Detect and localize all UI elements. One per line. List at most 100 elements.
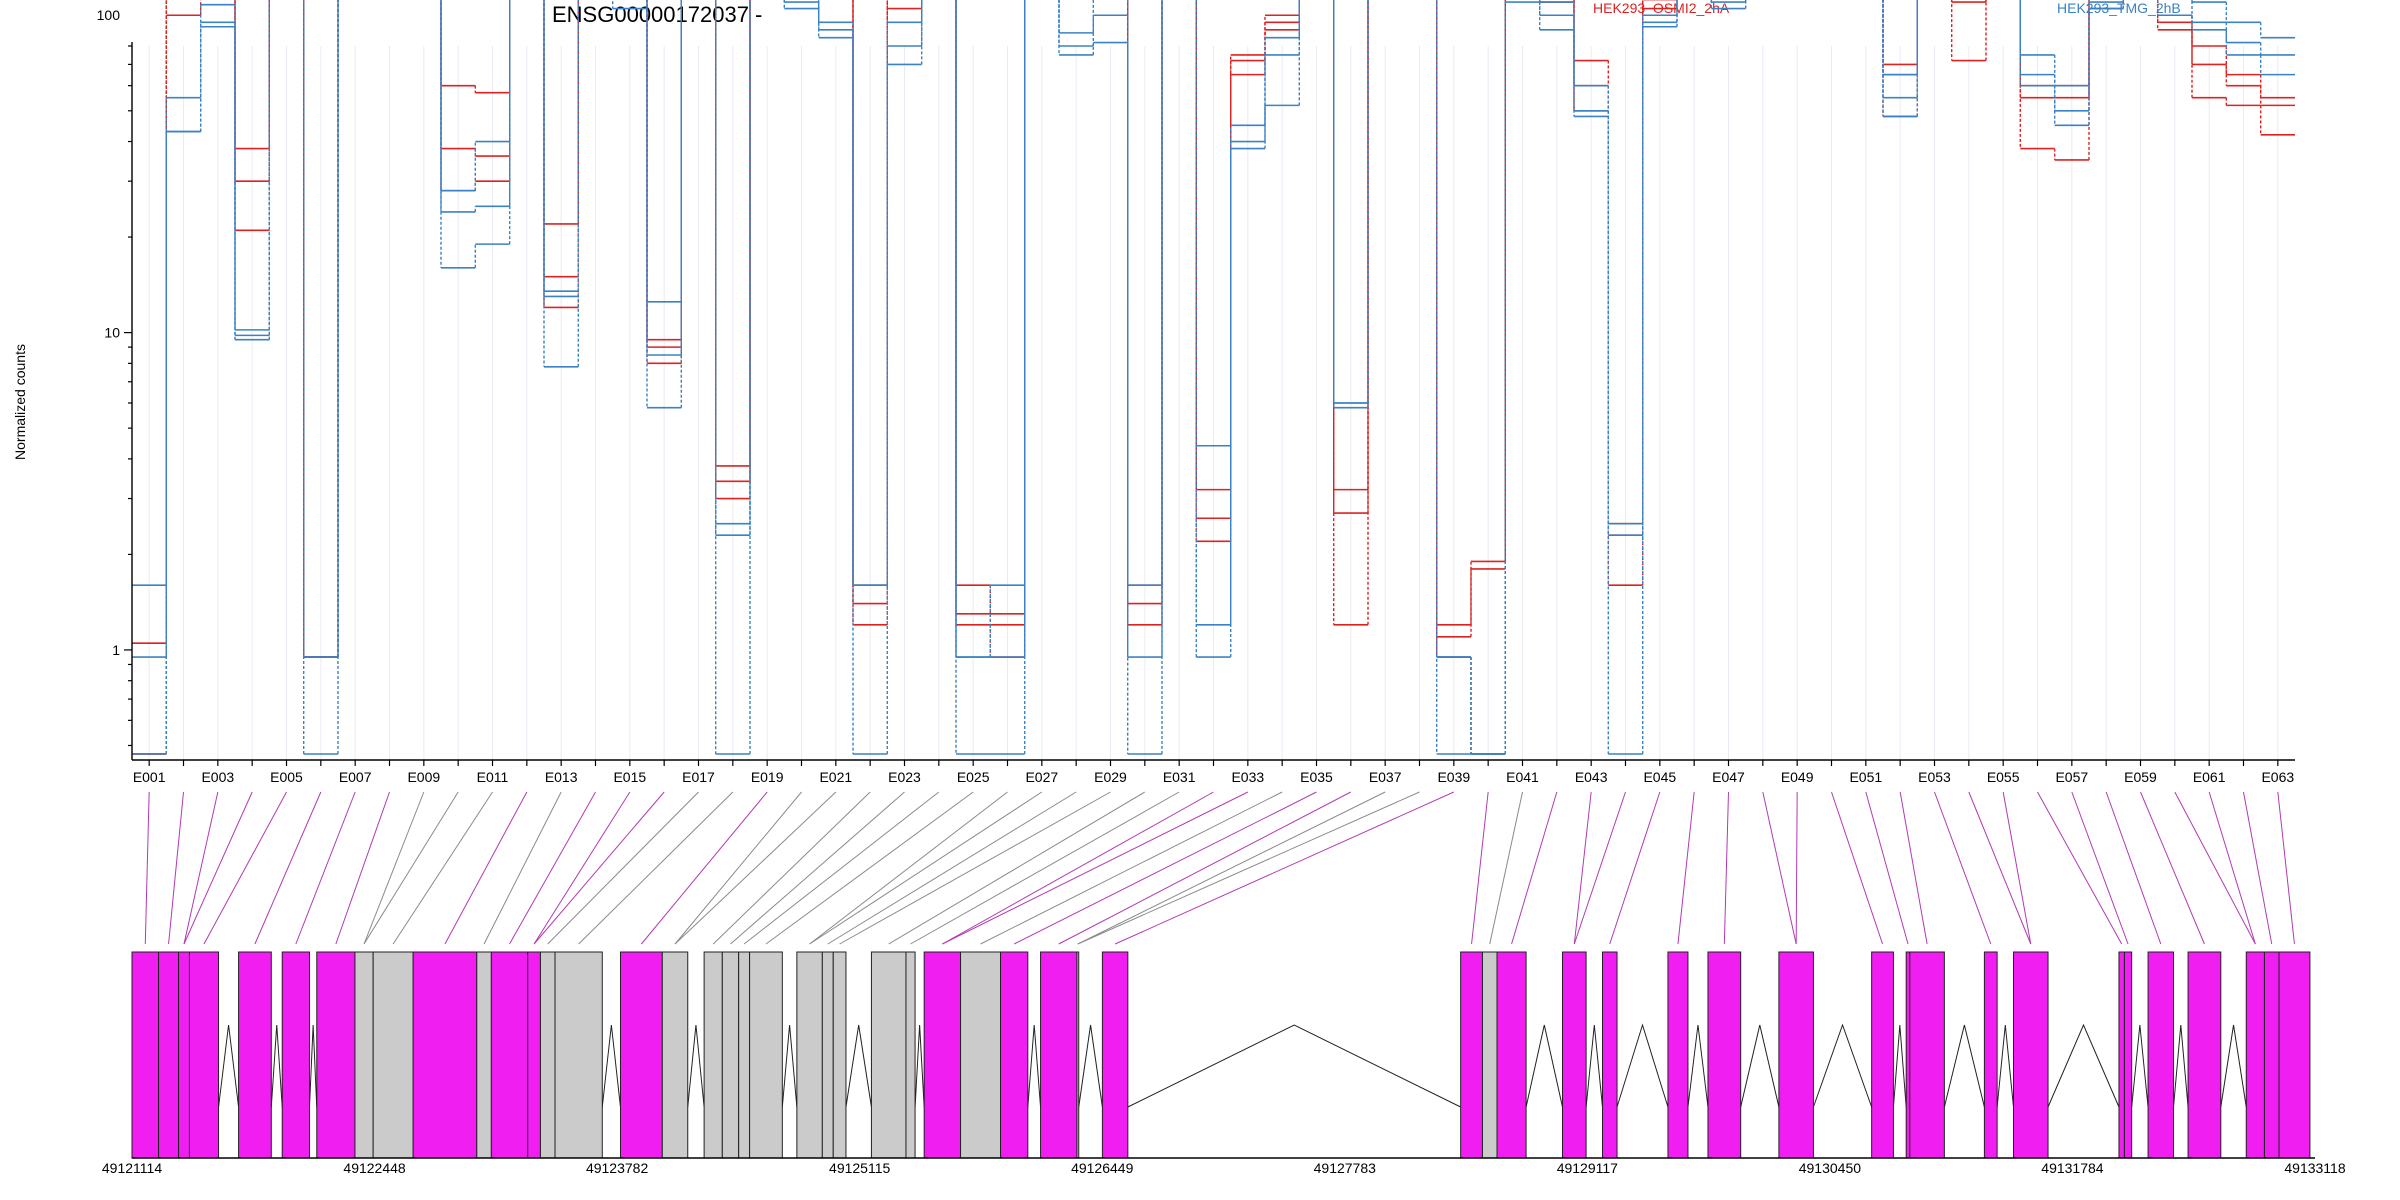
exon-connector bbox=[1573, 791, 1592, 945]
gene-exon-15 bbox=[554, 951, 603, 1159]
intron-line bbox=[687, 1024, 705, 1108]
exon-connector bbox=[2037, 791, 2123, 945]
exon-connector bbox=[1865, 791, 1909, 945]
exon-label-E057: E057 bbox=[2055, 769, 2088, 785]
exon-label-E007: E007 bbox=[339, 769, 372, 785]
chart-title: ENSG00000172037 - bbox=[552, 2, 762, 27]
intron-line bbox=[2173, 1024, 2189, 1108]
intron-line bbox=[1616, 1023, 1669, 1108]
intron-line bbox=[1996, 1024, 2014, 1108]
exon-label-E061: E061 bbox=[2193, 769, 2226, 785]
exon-label-E019: E019 bbox=[751, 769, 784, 785]
exon-label-E029: E029 bbox=[1094, 769, 1127, 785]
grid-lines bbox=[148, 46, 2279, 760]
y-axis-label: Normalized counts bbox=[12, 344, 28, 460]
exon-connector bbox=[444, 791, 528, 945]
y-tick-label: 1 bbox=[112, 642, 120, 658]
intron-line bbox=[1943, 1024, 1985, 1108]
exon-connector bbox=[2277, 791, 2295, 945]
coord-tick-label: 49123782 bbox=[586, 1160, 649, 1176]
gene-exon-8 bbox=[354, 951, 374, 1159]
exon-label-E051: E051 bbox=[1849, 769, 1882, 785]
exon-connector bbox=[363, 791, 459, 945]
exon-connector bbox=[2071, 791, 2129, 945]
exon-connector bbox=[730, 791, 905, 945]
exon-label-E003: E003 bbox=[201, 769, 234, 785]
gene-exon-11 bbox=[476, 951, 492, 1159]
exon-connector bbox=[888, 791, 1146, 945]
coord-tick-label: 49129117 bbox=[1557, 1160, 1618, 1176]
exon-connector bbox=[578, 791, 734, 945]
exon-label-E023: E023 bbox=[888, 769, 921, 785]
gene-exon-27 bbox=[923, 951, 962, 1159]
exon-connector bbox=[1573, 791, 1626, 945]
intron-line bbox=[1812, 1023, 1873, 1108]
exon-label-E013: E013 bbox=[545, 769, 578, 785]
gene-exon-13 bbox=[527, 951, 541, 1159]
gene-exon-21 bbox=[749, 951, 783, 1159]
exon-connector bbox=[483, 791, 562, 945]
exon-connector bbox=[1471, 791, 1489, 945]
gene-exon-40 bbox=[1778, 951, 1814, 1159]
exon-label-E031: E031 bbox=[1163, 769, 1196, 785]
exon-connector bbox=[144, 791, 150, 945]
intron-line bbox=[2220, 1024, 2247, 1108]
exon-label-E033: E033 bbox=[1231, 769, 1264, 785]
coord-tick-label: 49126449 bbox=[1071, 1160, 1134, 1176]
series-lines bbox=[132, 0, 2295, 755]
exon-label-E059: E059 bbox=[2124, 769, 2157, 785]
exon-connector bbox=[910, 791, 1180, 945]
gene-exon-52 bbox=[2278, 951, 2311, 1159]
gene-exon-31 bbox=[1076, 951, 1080, 1159]
gene-exon-35 bbox=[1496, 951, 1527, 1159]
coord-tick-label: 49131784 bbox=[2041, 1160, 2104, 1176]
exon-connector bbox=[2140, 791, 2205, 945]
intron-line bbox=[914, 1024, 925, 1108]
exon-label-E001: E001 bbox=[133, 769, 166, 785]
exon-connector bbox=[765, 791, 974, 945]
gene-exon-38 bbox=[1667, 951, 1689, 1159]
exon-connector bbox=[1077, 791, 1420, 945]
exon-connector bbox=[640, 791, 768, 945]
exon-connector bbox=[1489, 791, 1523, 945]
exon-connector bbox=[2174, 791, 2256, 945]
exon-connector bbox=[827, 791, 1077, 945]
gene-exon-10 bbox=[412, 951, 478, 1159]
gene-exon-48 bbox=[2147, 951, 2175, 1159]
exon-connector bbox=[203, 791, 287, 945]
intron-line bbox=[2047, 1023, 2120, 1108]
y-tick-label: 10 bbox=[104, 325, 120, 341]
gene-exon-46 bbox=[2118, 951, 2125, 1159]
gene-exon-12 bbox=[490, 951, 529, 1159]
exon-label-E041: E041 bbox=[1506, 769, 1539, 785]
exon-connector bbox=[509, 791, 596, 945]
exon-connector bbox=[1899, 791, 1928, 945]
coord-tick-label: 49127783 bbox=[1314, 1160, 1377, 1176]
exon-connector bbox=[980, 791, 1283, 945]
gene-exon-49 bbox=[2187, 951, 2222, 1159]
y-tick-label: 100 bbox=[97, 7, 121, 23]
gene-exon-51 bbox=[2263, 951, 2280, 1159]
exon-connector bbox=[809, 791, 1008, 945]
exon-labels: E001 E003 E005 E007 E009 E011 E013 E015 E017 E019… bbox=[133, 760, 2294, 785]
exon-connector bbox=[533, 791, 631, 945]
exon-label-E045: E045 bbox=[1643, 769, 1676, 785]
exon-label-E037: E037 bbox=[1369, 769, 1402, 785]
gene-exon-28 bbox=[960, 951, 1002, 1159]
exon-connector bbox=[674, 791, 802, 945]
gene-exon-19 bbox=[721, 951, 740, 1159]
exon-connector bbox=[2002, 791, 2032, 945]
exon-connector bbox=[547, 791, 699, 945]
exon-label-E039: E039 bbox=[1437, 769, 1470, 785]
exon-label-E017: E017 bbox=[682, 769, 715, 785]
gene-exon-6 bbox=[281, 951, 310, 1159]
gene-model bbox=[131, 951, 2311, 1159]
exon-connector bbox=[2105, 791, 2162, 945]
exon-connector bbox=[1511, 791, 1558, 945]
gene-exon-5 bbox=[238, 951, 272, 1159]
intron-line bbox=[781, 1024, 798, 1108]
gene-exon-39 bbox=[1707, 951, 1742, 1159]
coord-tick-label: 49122448 bbox=[343, 1160, 406, 1176]
gene-exon-4 bbox=[188, 951, 220, 1159]
